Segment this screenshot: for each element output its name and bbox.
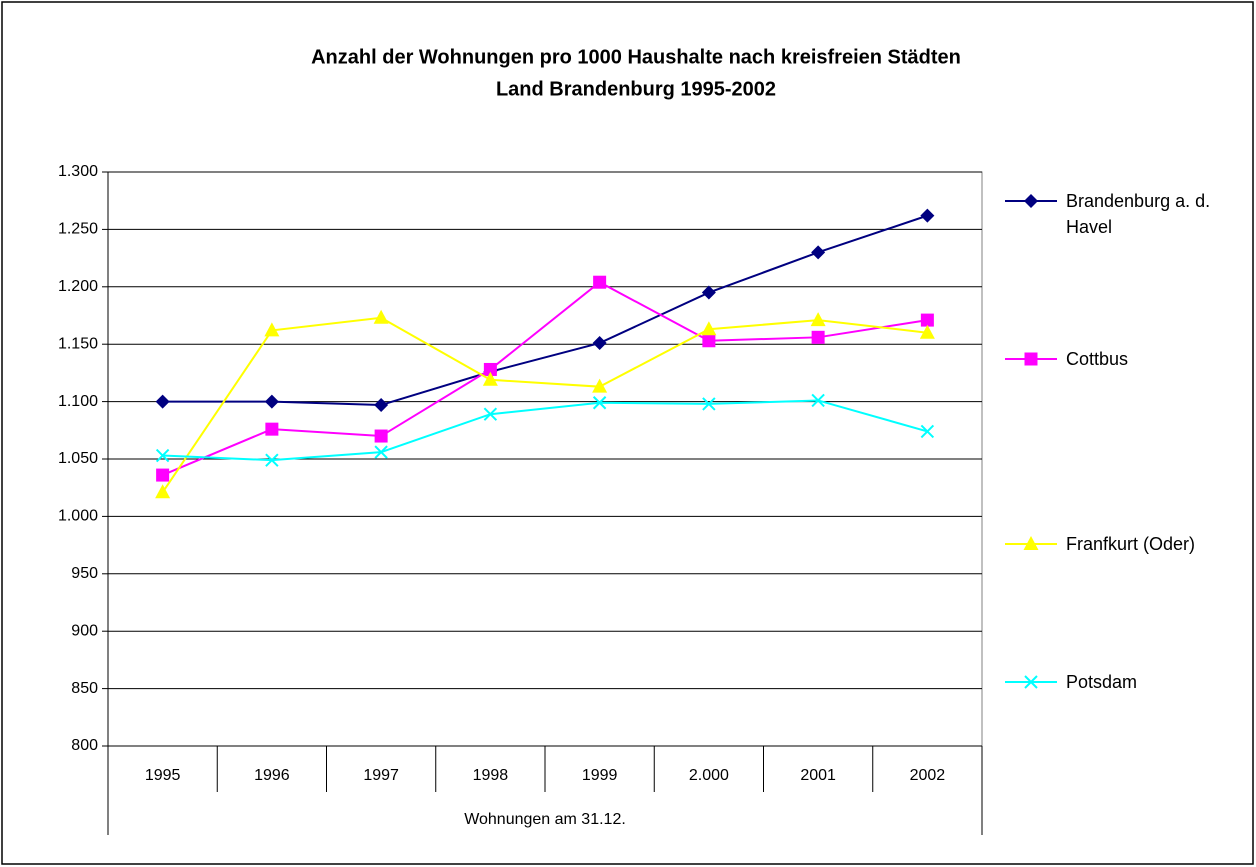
legend-entry: Franfkurt (Oder) <box>1066 534 1196 554</box>
series-line <box>162 399 928 462</box>
marker <box>702 397 716 411</box>
y-tick-label: 850 <box>71 680 98 697</box>
series-line <box>162 281 928 476</box>
legend-label: Cottbus <box>1066 349 1129 369</box>
marker <box>265 453 279 467</box>
y-tick-label: 900 <box>71 622 98 639</box>
series-line <box>162 214 928 407</box>
marker <box>920 313 934 327</box>
marker <box>1024 352 1038 366</box>
marker <box>374 429 388 443</box>
marker <box>592 396 607 410</box>
chart-subtitle: Land Brandenburg 1995-2002 <box>496 78 776 100</box>
y-tick-label: 1.000 <box>58 508 98 525</box>
y-tick-label: 1.150 <box>58 335 98 352</box>
marker <box>810 312 826 327</box>
x-tick-label: 1996 <box>254 767 290 784</box>
marker <box>264 322 280 337</box>
marker <box>155 394 170 409</box>
x-tick-label: 1997 <box>363 767 399 784</box>
legend-label: Brandenburg a. d. Havel <box>1066 191 1211 237</box>
y-tick-label: 1.050 <box>58 450 98 467</box>
x-tick-label: 1999 <box>582 767 618 784</box>
x-tick-label: 2.000 <box>689 767 729 784</box>
y-tick-label: 800 <box>71 737 98 754</box>
x-group-label: Wohnungen am 31.12. <box>464 811 626 828</box>
x-tick-label: 1995 <box>145 767 181 784</box>
marker <box>593 275 607 289</box>
marker <box>811 393 825 408</box>
marker <box>919 324 935 339</box>
x-tick-label: 2001 <box>800 767 836 784</box>
marker <box>920 424 935 439</box>
legend-entry: Brandenburg a. d. Havel <box>1066 191 1211 237</box>
legend-label: Potsdam <box>1066 672 1138 692</box>
marker <box>1024 194 1038 208</box>
marker <box>811 330 825 344</box>
marker <box>264 394 279 409</box>
marker <box>374 398 389 413</box>
marker <box>592 336 607 351</box>
x-tick-label: 1998 <box>473 767 509 784</box>
marker <box>156 468 170 482</box>
marker <box>592 378 608 393</box>
y-tick-label: 950 <box>71 565 98 582</box>
marker <box>920 208 935 223</box>
marker <box>482 371 498 386</box>
marker <box>702 334 716 348</box>
y-tick-label: 1.200 <box>58 278 98 295</box>
legend-entry: Cottbus <box>1066 349 1129 369</box>
marker <box>155 484 171 499</box>
marker <box>265 422 279 436</box>
y-tick-label: 1.250 <box>58 221 98 238</box>
series-line <box>161 316 928 493</box>
marker <box>374 445 388 459</box>
marker <box>155 448 170 463</box>
x-tick-label: 2002 <box>910 767 946 784</box>
legend-label: Franfkurt (Oder) <box>1066 534 1196 554</box>
chart-title: Anzahl der Wohnungen pro 1000 Haushalte … <box>311 46 961 68</box>
legend-entry: Potsdam <box>1066 672 1138 692</box>
marker <box>1023 536 1039 550</box>
marker <box>811 245 826 260</box>
marker <box>483 407 498 421</box>
marker <box>483 362 497 376</box>
marker <box>701 285 716 300</box>
marker <box>373 309 389 324</box>
y-tick-label: 1.300 <box>58 163 98 180</box>
y-tick-label: 1.100 <box>58 393 98 410</box>
marker <box>1024 675 1038 689</box>
marker <box>701 321 717 336</box>
